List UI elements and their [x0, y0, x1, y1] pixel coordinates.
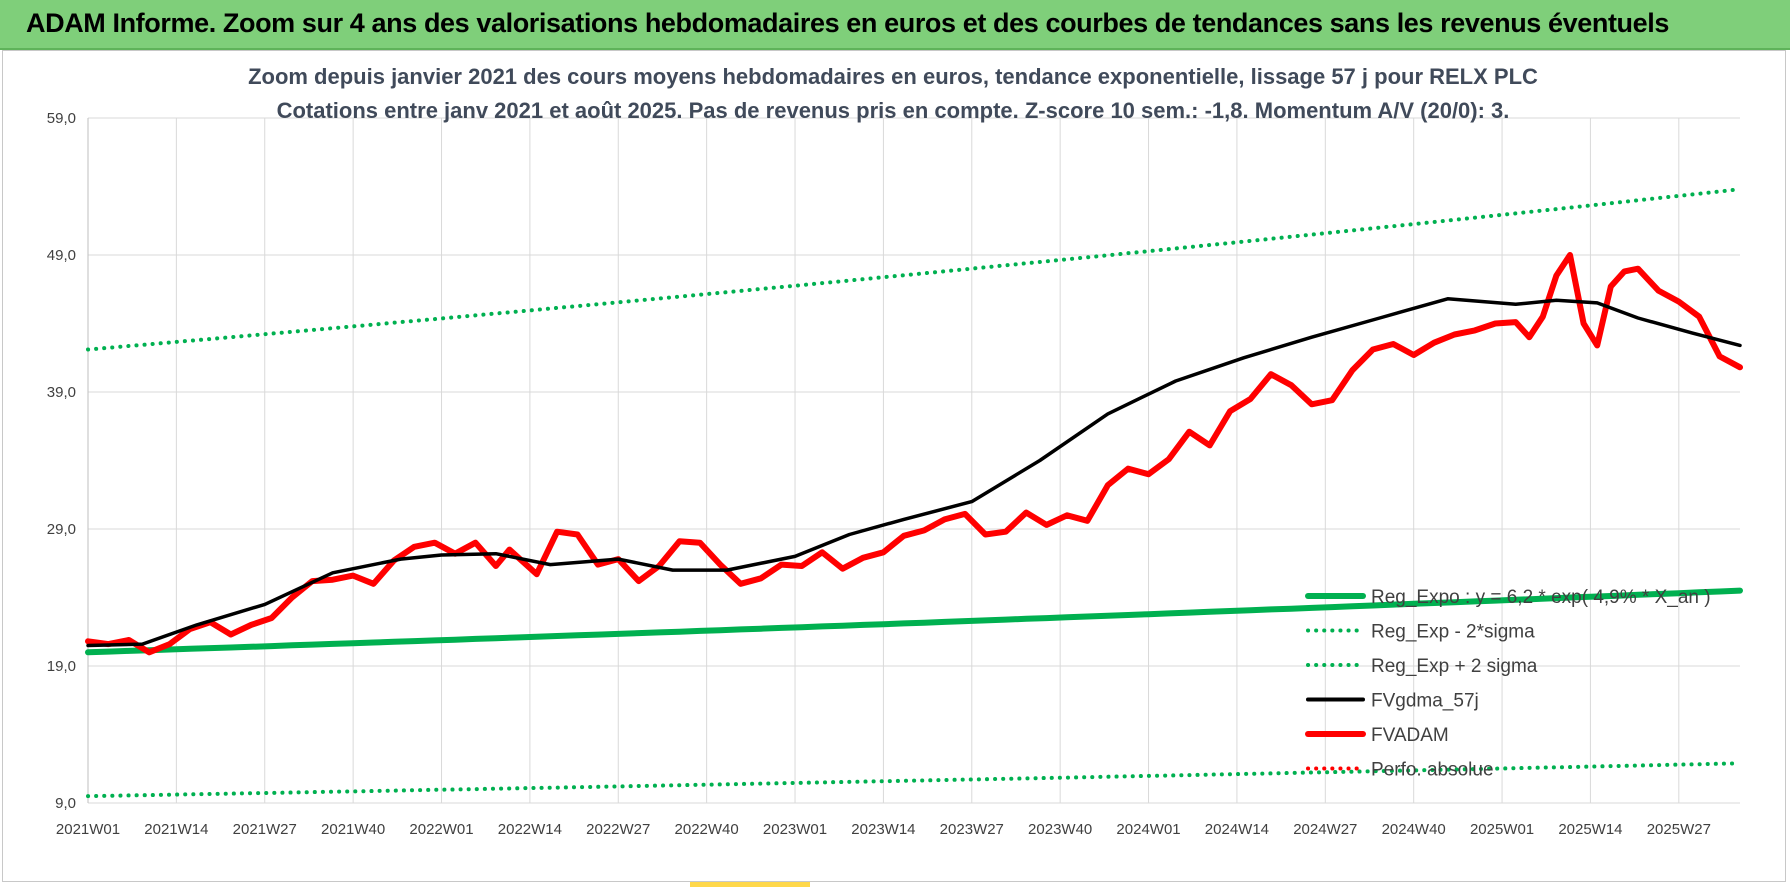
series-line-5	[85, 252, 1743, 656]
legend-label: FVADAM	[1371, 725, 1449, 746]
page-title: ADAM Informe. Zoom sur 4 ans des valoris…	[26, 8, 1669, 38]
x-tick-label: 2024W14	[1205, 821, 1269, 838]
x-tick-label: 2021W14	[144, 821, 208, 838]
legend-label: Perfo. absolue	[1371, 760, 1494, 781]
legend-label: Reg_Exp - 2*sigma	[1371, 622, 1535, 643]
y-tick-label: 49,0	[47, 247, 76, 264]
x-tick-label: 2023W40	[1028, 821, 1092, 838]
x-tick-label: 2025W27	[1647, 821, 1711, 838]
line-chart: 59,0 49,0 39,0 29,0 19,0 9,0 2021W01 2021W14 202…	[47, 64, 1743, 838]
series-line-3	[86, 187, 1742, 352]
y-tick-label: 9,0	[55, 795, 76, 812]
x-tick-label: 2025W01	[1470, 821, 1534, 838]
series-line-1	[85, 587, 1743, 656]
x-tick-label: 2021W27	[233, 821, 297, 838]
chart-legend: Reg_Expo : y = 6,2 * exp( 4,9% * X_an ) R…	[1305, 587, 1711, 781]
header-bar: ADAM Informe. Zoom sur 4 ans des valoris…	[0, 0, 1790, 50]
x-tick-label: 2021W40	[321, 821, 385, 838]
x-tick-label: 2023W14	[851, 821, 915, 838]
x-tick-label: 2021W01	[56, 821, 120, 838]
chart-title: Zoom depuis janvier 2021 des cours moyen…	[248, 64, 1538, 89]
x-tick-label: 2025W14	[1558, 821, 1622, 838]
x-tick-label: 2024W27	[1293, 821, 1357, 838]
x-tick-label: 2022W14	[498, 821, 562, 838]
x-tick-label: 2023W01	[763, 821, 827, 838]
y-tick-label: 19,0	[47, 658, 76, 675]
chart-area: 59,0 49,0 39,0 29,0 19,0 9,0 2021W01 2021W14 202…	[2, 50, 1786, 882]
y-tick-label: 39,0	[47, 384, 76, 401]
series-line-2	[86, 761, 1742, 799]
legend-label: Reg_Exp + 2 sigma	[1371, 656, 1538, 677]
y-tick-label: 59,0	[47, 110, 76, 127]
legend-label: Reg_Expo : y = 6,2 * exp( 4,9% * X_an )	[1371, 587, 1711, 608]
x-tick-label: 2023W27	[940, 821, 1004, 838]
series-line-4	[86, 297, 1742, 648]
bottom-accent-bar	[690, 882, 810, 887]
x-tick-label: 2024W01	[1116, 821, 1180, 838]
x-tick-label: 2022W01	[409, 821, 473, 838]
chart-subtitle: Cotations entre janv 2021 et août 2025. …	[277, 98, 1510, 123]
y-tick-label: 29,0	[47, 521, 76, 538]
x-tick-label: 2022W27	[586, 821, 650, 838]
legend-label: FVgdma_57j	[1371, 691, 1479, 712]
x-tick-label: 2024W40	[1382, 821, 1446, 838]
x-tick-label: 2022W40	[675, 821, 739, 838]
